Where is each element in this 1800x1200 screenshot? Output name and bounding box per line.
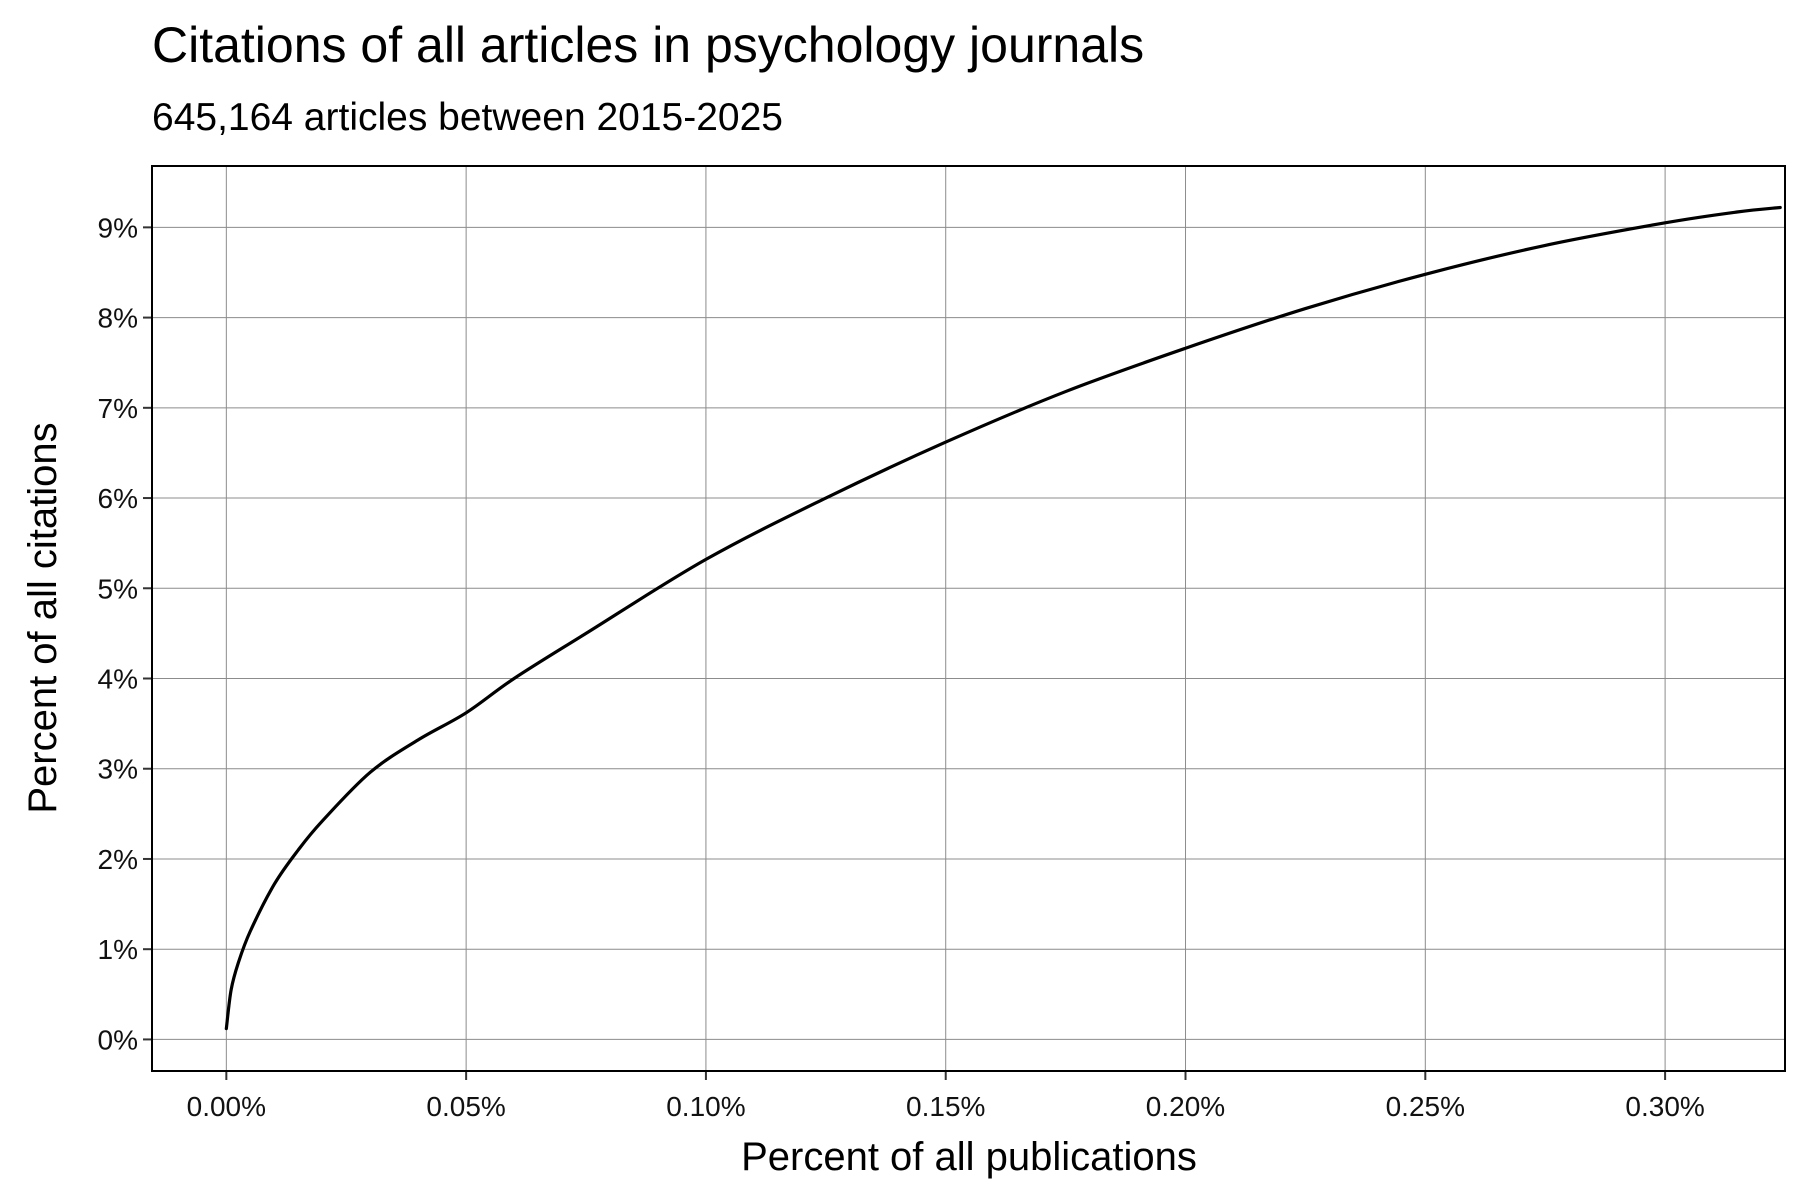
y-tick-label: 7%	[98, 393, 138, 424]
y-tick-label: 4%	[98, 664, 138, 695]
axis-ticks: 0.00% 0.05% 0.10% 0.15% 0.20% 0.25% 0.30% 0% 1% 2…	[98, 212, 1705, 1122]
chart-title: Citations of all articles in psychology …	[152, 17, 1144, 73]
y-tick-label: 9%	[98, 212, 138, 243]
series-line	[224, 205, 1782, 1031]
y-tick-label: 2%	[98, 844, 138, 875]
x-tick-label: 0.20%	[1146, 1091, 1225, 1122]
gridlines	[152, 166, 1785, 1071]
y-tick-label: 0%	[98, 1024, 138, 1055]
series-layer	[224, 205, 1782, 1031]
chart-subtitle: 645,164 articles between 2015-2025	[152, 96, 783, 139]
y-tick-label: 6%	[98, 483, 138, 514]
x-tick-label: 0.30%	[1625, 1091, 1704, 1122]
x-tick-label: 0.05%	[426, 1091, 505, 1122]
x-axis-label: Percent of all publications	[741, 1135, 1197, 1179]
y-axis-label: Percent of all citations	[21, 422, 65, 813]
y-tick-label: 1%	[98, 934, 138, 965]
x-tick-label: 0.10%	[666, 1091, 745, 1122]
x-tick-label: 0.25%	[1386, 1091, 1465, 1122]
y-tick-label: 8%	[98, 303, 138, 334]
y-tick-label: 5%	[98, 573, 138, 604]
plot-frame	[151, 165, 1786, 1072]
x-tick-label: 0.15%	[906, 1091, 985, 1122]
x-tick-label: 0.00%	[187, 1091, 266, 1122]
y-tick-label: 3%	[98, 754, 138, 785]
